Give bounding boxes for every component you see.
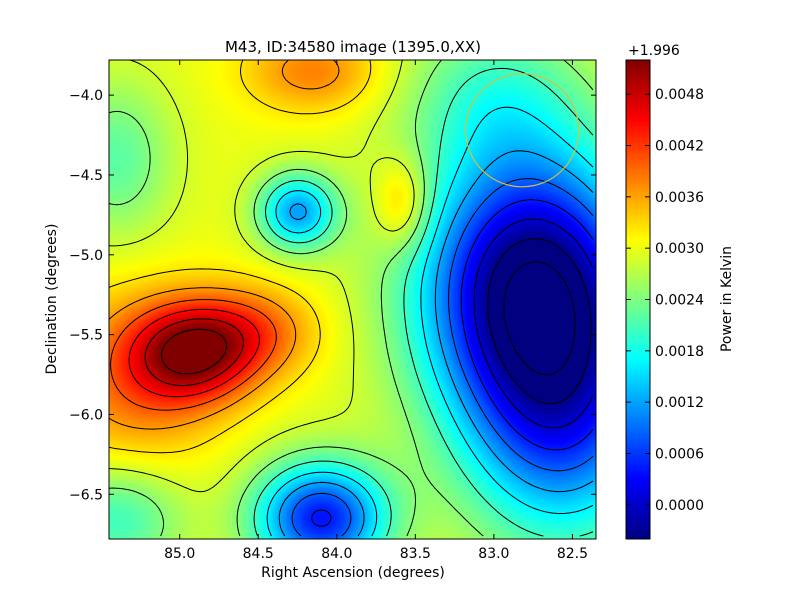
y-axis-label: Declination (degrees) xyxy=(44,224,60,375)
y-tick-label: −4.0 xyxy=(69,88,103,104)
plot-area xyxy=(108,59,597,540)
contour-line xyxy=(487,238,592,405)
colorbar-tick-label: 0.0042 xyxy=(655,139,704,155)
contour-line xyxy=(473,218,594,429)
contour-line xyxy=(161,328,227,375)
colorbar-tick-label: 0.0024 xyxy=(655,293,704,309)
contour-line xyxy=(291,178,594,537)
y-tick-label: −5.0 xyxy=(69,248,103,264)
colorbar-tick-label: 0.0036 xyxy=(655,190,704,206)
colorbar: 0.0048 0.0042 0.0036 0.0030 0.0024 0.0018 0.00… xyxy=(625,43,735,540)
plot-frame xyxy=(108,59,597,540)
y-tick-label: −5.5 xyxy=(69,328,103,344)
contour-line xyxy=(109,60,340,430)
colorbar-tick-label: 0.0018 xyxy=(655,344,704,360)
contour-line xyxy=(109,60,372,454)
x-axis: 85.0 84.5 84.0 83.5 83.0 82.5 xyxy=(164,60,588,562)
contour-line xyxy=(278,150,594,537)
heatmap-image xyxy=(109,60,596,539)
x-tick-label: 84.0 xyxy=(321,546,352,562)
x-tick-label: 84.5 xyxy=(243,546,274,562)
contour-line xyxy=(144,318,244,386)
colorbar-offset-label: +1.996 xyxy=(628,43,680,59)
colorbar-tick-label: 0.0012 xyxy=(655,395,704,411)
contour-line xyxy=(110,299,277,411)
x-tick-label: 83.5 xyxy=(400,546,431,562)
contour-line xyxy=(109,60,594,537)
y-tick-label: −6.5 xyxy=(69,487,103,503)
contour-line xyxy=(253,67,594,537)
x-tick-label: 85.0 xyxy=(164,546,195,562)
x-axis-label: Right Ascension (degrees) xyxy=(261,565,445,581)
colorbar-tick-label: 0.0030 xyxy=(655,241,704,257)
beam-circle xyxy=(465,73,580,188)
x-tick-label: 82.5 xyxy=(557,546,588,562)
colorbar-ticks: 0.0048 0.0042 0.0036 0.0030 0.0024 0.0018 0.00… xyxy=(626,87,704,514)
contour-lines xyxy=(109,60,594,537)
contour-line xyxy=(128,308,260,398)
colorbar-label: Power in Kelvin xyxy=(719,246,735,352)
contour-line xyxy=(266,106,594,537)
chart-title: M43, ID:34580 image (1395.0,XX) xyxy=(225,38,481,56)
contour-line xyxy=(311,199,594,527)
y-tick-label: −6.0 xyxy=(69,407,103,423)
y-tick-label: −4.5 xyxy=(69,168,103,184)
colorbar-tick-label: 0.0048 xyxy=(655,87,704,103)
colorbar-tick-label: 0.0000 xyxy=(655,498,704,514)
x-tick-label: 83.0 xyxy=(478,546,509,562)
colorbar-tick-label: 0.0006 xyxy=(655,446,704,462)
contour-line xyxy=(503,261,576,376)
y-axis: −4.0 −4.5 −5.0 −5.5 −6.0 −6.5 xyxy=(69,88,596,503)
